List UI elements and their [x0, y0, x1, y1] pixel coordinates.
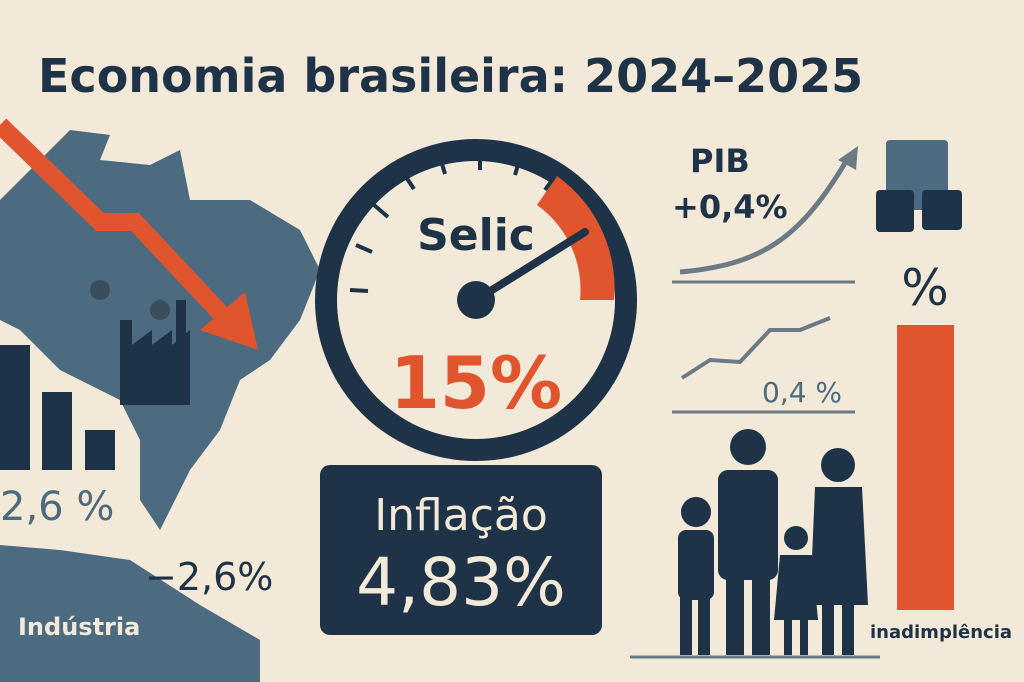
calc-icon	[876, 190, 914, 232]
percent-symbol: %	[901, 259, 949, 317]
gauge-label: Selic	[417, 210, 535, 261]
default-label: inadimplência	[870, 622, 1012, 643]
gauge-ticks	[349, 152, 557, 293]
mountain	[0, 545, 260, 682]
industry-change: −2,6%	[145, 555, 273, 599]
gauge-value: 15%	[390, 341, 562, 425]
arrow-head	[200, 292, 258, 350]
factory	[120, 300, 190, 405]
left-value: 2,6 %	[0, 484, 114, 530]
map	[0, 130, 320, 530]
inflation-box	[320, 465, 602, 635]
inflation-value: 4,83%	[356, 544, 566, 621]
deco-bar	[42, 392, 72, 470]
default-bar	[897, 325, 954, 610]
deco-bar	[85, 430, 115, 470]
needle	[472, 228, 589, 304]
title: Economia brasileira: 2024–2025	[38, 49, 863, 103]
industry-label: Indústria	[18, 613, 140, 641]
pib-arrow	[838, 146, 858, 170]
pib-curve	[679, 156, 851, 275]
pib-value: +0,4%	[672, 188, 788, 226]
second-value: 0,4 %	[762, 376, 842, 409]
trend-line	[680, 316, 831, 380]
card-icon	[922, 190, 962, 230]
smoke	[150, 300, 170, 320]
inflation-label: Inflação	[374, 490, 548, 541]
deco-bar	[0, 345, 30, 470]
smoke	[90, 280, 110, 300]
pib-label: PIB	[690, 142, 750, 180]
family	[678, 429, 868, 655]
down-arrow	[0, 118, 232, 325]
needle-hub	[457, 281, 495, 319]
